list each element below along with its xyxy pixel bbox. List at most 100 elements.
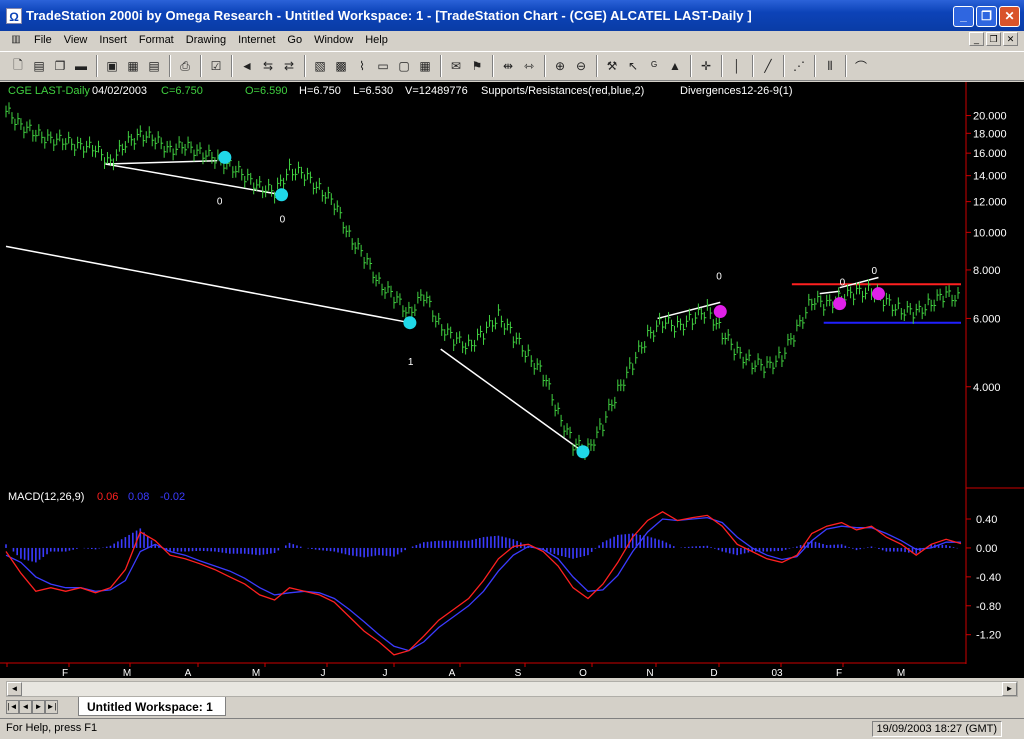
menu-view[interactable]: View bbox=[63, 34, 88, 46]
macd-axis: 0.40 0.00 -0.40 -0.80 -1.20 bbox=[966, 514, 1001, 642]
zoom-in-icon[interactable]: ⊕ bbox=[554, 59, 566, 73]
divergence-marker bbox=[576, 445, 590, 459]
scale-bars-icon[interactable]: ⇿ bbox=[523, 59, 535, 73]
pointer-icon[interactable]: ↖ bbox=[627, 59, 639, 73]
new-icon[interactable]: 🗋 bbox=[13, 57, 23, 72]
sheet-icon[interactable]: ▤ bbox=[148, 59, 160, 73]
tab-workspace[interactable]: Untitled Workspace: 1 bbox=[78, 697, 226, 716]
header-low: L=6.530 bbox=[353, 85, 393, 97]
menu-file[interactable]: File bbox=[34, 34, 52, 46]
zoom-out-icon[interactable]: ⊖ bbox=[575, 59, 587, 73]
insert-analysis-icon[interactable]: ▩ bbox=[335, 59, 347, 73]
text-tool-icon[interactable]: ᴳ bbox=[651, 59, 657, 73]
header-open: O=6.590 bbox=[245, 85, 288, 97]
copy-icon[interactable]: ❐ bbox=[54, 59, 66, 73]
toolbar-separator bbox=[845, 55, 847, 77]
fan-lines-icon[interactable]: ⋰ bbox=[793, 59, 805, 73]
save-icon[interactable]: ▣ bbox=[106, 59, 118, 73]
x-tick-label: M bbox=[897, 668, 905, 678]
mdi-restore-button[interactable]: ❐ bbox=[986, 32, 1001, 46]
price-header: CGE LAST-Daily 04/02/2003 C=6.750 O=6.59… bbox=[8, 85, 793, 97]
divergence-trendline bbox=[819, 290, 840, 295]
horizontal-scrollbar[interactable]: ◄ ► bbox=[6, 681, 1018, 697]
header-indicator-div: Divergences12-26-9(1) bbox=[680, 85, 793, 97]
omega-icon[interactable]: Ω bbox=[6, 7, 22, 24]
tab-first-arrow[interactable]: |◄ bbox=[6, 700, 19, 714]
forward-icon[interactable]: ⇆ bbox=[262, 59, 274, 73]
menu-help[interactable]: Help bbox=[365, 34, 388, 46]
chart-doc-icon[interactable]: ▥ bbox=[11, 34, 21, 45]
mdi-close-button[interactable]: ✕ bbox=[1003, 32, 1018, 46]
hat-icon[interactable]: ▲ bbox=[669, 59, 681, 73]
scroll-right-arrow[interactable]: ► bbox=[1002, 682, 1017, 696]
cycle-lines-icon[interactable]: ⦀ bbox=[827, 58, 833, 73]
crosshair-icon[interactable]: ✛ bbox=[700, 59, 712, 73]
chart-window[interactable]: CGE LAST-Daily 04/02/2003 C=6.750 O=6.59… bbox=[0, 82, 1024, 679]
menu-insert[interactable]: Insert bbox=[99, 34, 127, 46]
x-tick-label: F bbox=[836, 668, 842, 678]
toolbar-separator bbox=[231, 55, 233, 77]
window-tile-icon[interactable]: ▧ bbox=[314, 59, 326, 73]
price-tick-label: 12.000 bbox=[973, 197, 1007, 209]
scroll-left-arrow[interactable]: ◄ bbox=[7, 682, 22, 696]
tab-prev-arrow[interactable]: ◄ bbox=[19, 700, 32, 714]
status-clock: 19/09/2003 18:27 (GMT) bbox=[871, 721, 1002, 737]
menu-internet[interactable]: Internet bbox=[238, 34, 276, 46]
mdi-minimize-button[interactable]: _ bbox=[969, 32, 984, 46]
macd-line bbox=[5, 511, 962, 656]
vertical-line-icon[interactable]: │ bbox=[733, 59, 741, 73]
print-icon[interactable]: ⎙ bbox=[180, 58, 190, 73]
back-icon[interactable]: ◄ bbox=[241, 59, 253, 73]
link-icon[interactable]: ⇄ bbox=[283, 59, 295, 73]
close-button[interactable]: ✕ bbox=[999, 6, 1020, 27]
tab-last-arrow[interactable]: ►| bbox=[45, 700, 58, 714]
x-tick-label: J bbox=[321, 668, 326, 678]
zoom-bars-icon[interactable]: ⇹ bbox=[502, 59, 514, 73]
x-axis-labels: F M A M J J A S O N D 03 F M bbox=[6, 663, 905, 679]
chart-canvas[interactable]: CGE LAST-Daily 04/02/2003 C=6.750 O=6.59… bbox=[0, 82, 1024, 679]
divergence-trendline bbox=[105, 163, 282, 196]
macd-header: MACD(12,26,9) 0.06 0.08 -0.02 bbox=[8, 491, 185, 503]
divergence-marker bbox=[218, 150, 232, 164]
frame-icon[interactable]: ▢ bbox=[398, 59, 410, 73]
status-help-text: For Help, press F1 bbox=[6, 722, 98, 734]
divergence-count-label: 0 bbox=[280, 215, 286, 226]
minimize-button[interactable]: _ bbox=[953, 6, 974, 27]
hammer-icon[interactable]: ⚒ bbox=[606, 59, 618, 73]
menu-window[interactable]: Window bbox=[314, 34, 354, 46]
chart-window-icon[interactable]: ▦ bbox=[127, 59, 139, 73]
menu-drawing[interactable]: Drawing bbox=[185, 34, 227, 46]
divergence-count-label: 0 bbox=[217, 196, 223, 207]
header-close: C=6.750 bbox=[161, 85, 203, 97]
tab-next-arrow[interactable]: ► bbox=[32, 700, 45, 714]
price-tick-label: 14.000 bbox=[973, 171, 1007, 183]
price-tick-label: 4.000 bbox=[973, 382, 1001, 394]
divergence-trendline bbox=[440, 348, 584, 453]
header-symbol: CGE LAST-Daily bbox=[8, 85, 90, 97]
restore-button[interactable]: ❐ bbox=[976, 6, 997, 27]
strategy-icon[interactable]: ✉ bbox=[450, 59, 462, 73]
trendline-icon[interactable]: ╱ bbox=[764, 59, 772, 73]
toolbar-separator bbox=[544, 55, 546, 77]
properties-icon[interactable]: ☑ bbox=[210, 59, 222, 73]
menu-go[interactable]: Go bbox=[287, 34, 303, 46]
open-icon[interactable]: ▤ bbox=[33, 59, 45, 73]
folder-icon[interactable]: ▬ bbox=[75, 59, 87, 73]
bar-chart-icon[interactable]: ▭ bbox=[377, 59, 389, 73]
price-tick-label: 18.000 bbox=[973, 128, 1007, 140]
indicator-icon[interactable]: ⌇ bbox=[359, 59, 365, 73]
macd-tick-label: -1.20 bbox=[976, 630, 1001, 642]
divergence-marker bbox=[403, 316, 417, 330]
x-tick-label: S bbox=[515, 668, 522, 678]
grid-icon[interactable]: ▦ bbox=[419, 59, 431, 73]
divergence-count-label: 0 bbox=[716, 272, 722, 283]
x-tick-label: A bbox=[449, 668, 456, 678]
title-bar[interactable]: Ω TradeStation 2000i by Omega Research -… bbox=[0, 0, 1024, 31]
price-tick-label: 8.000 bbox=[973, 265, 1001, 277]
menu-format[interactable]: Format bbox=[138, 34, 174, 46]
x-tick-label: J bbox=[383, 668, 388, 678]
alert-icon[interactable]: ⚑ bbox=[471, 59, 483, 73]
arc-icon[interactable]: ⌒ bbox=[854, 59, 867, 74]
workspace-tab-bar: |◄ ◄ ► ►| Untitled Workspace: 1 bbox=[0, 697, 1024, 717]
